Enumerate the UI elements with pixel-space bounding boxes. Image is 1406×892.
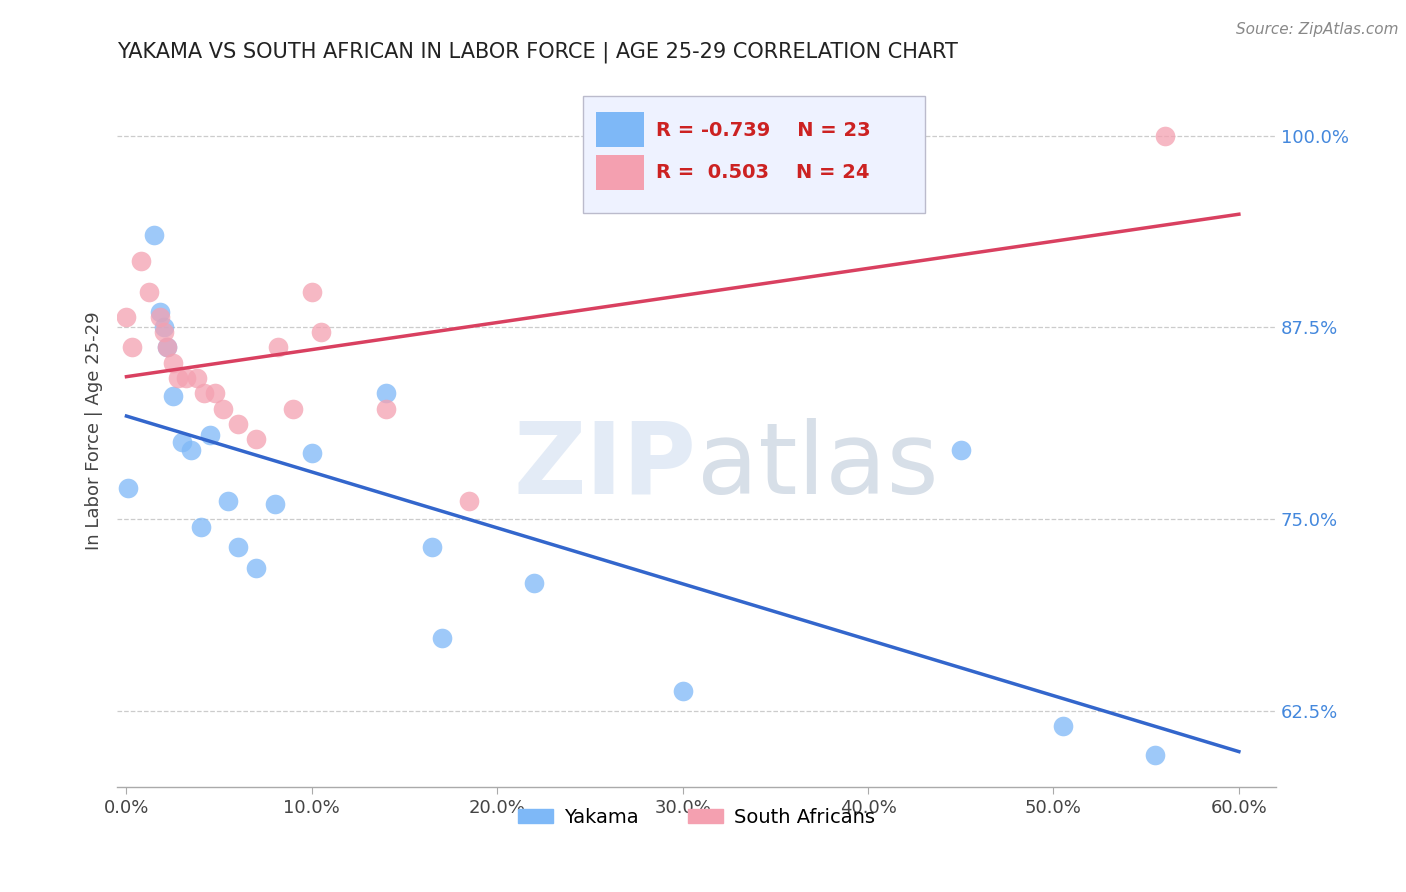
Point bbox=[174, 371, 197, 385]
Point bbox=[156, 340, 179, 354]
Point bbox=[1153, 128, 1175, 143]
Point bbox=[121, 340, 143, 354]
FancyBboxPatch shape bbox=[583, 95, 925, 213]
Y-axis label: In Labor Force | Age 25-29: In Labor Force | Age 25-29 bbox=[86, 311, 103, 550]
Point bbox=[138, 285, 160, 299]
Point bbox=[149, 310, 172, 324]
Point bbox=[301, 285, 323, 299]
Point bbox=[283, 401, 305, 416]
Point bbox=[245, 561, 267, 575]
Point bbox=[375, 401, 398, 416]
Point bbox=[523, 576, 546, 591]
Point bbox=[212, 401, 235, 416]
Point bbox=[458, 493, 481, 508]
Point bbox=[156, 340, 179, 354]
Point bbox=[193, 386, 215, 401]
Point bbox=[143, 228, 166, 243]
Point bbox=[301, 446, 323, 460]
Legend: Yakama, South Africans: Yakama, South Africans bbox=[510, 800, 883, 835]
Point bbox=[672, 683, 695, 698]
Point bbox=[190, 519, 212, 533]
Point bbox=[172, 435, 194, 450]
Point bbox=[162, 355, 184, 369]
Point bbox=[167, 371, 190, 385]
Point bbox=[152, 325, 174, 339]
Point bbox=[226, 540, 249, 554]
Point bbox=[949, 442, 972, 457]
Point bbox=[152, 320, 174, 334]
Text: Source: ZipAtlas.com: Source: ZipAtlas.com bbox=[1236, 22, 1399, 37]
Point bbox=[198, 427, 221, 442]
Point bbox=[267, 340, 290, 354]
Text: R = -0.739    N = 23: R = -0.739 N = 23 bbox=[657, 120, 870, 139]
Point bbox=[309, 325, 332, 339]
Point bbox=[162, 389, 184, 403]
Point bbox=[204, 386, 226, 401]
Point bbox=[180, 442, 202, 457]
Point bbox=[129, 254, 152, 268]
Point bbox=[422, 540, 444, 554]
Point bbox=[226, 417, 249, 431]
Text: atlas: atlas bbox=[696, 418, 938, 515]
Point bbox=[186, 371, 208, 385]
Point bbox=[1144, 747, 1167, 762]
Point bbox=[1052, 719, 1074, 733]
Point bbox=[375, 386, 398, 401]
Point bbox=[263, 497, 285, 511]
Text: YAKAMA VS SOUTH AFRICAN IN LABOR FORCE | AGE 25-29 CORRELATION CHART: YAKAMA VS SOUTH AFRICAN IN LABOR FORCE |… bbox=[117, 42, 957, 63]
Point bbox=[149, 305, 172, 319]
Point bbox=[117, 481, 139, 495]
FancyBboxPatch shape bbox=[596, 155, 644, 190]
Text: ZIP: ZIP bbox=[513, 418, 696, 515]
Point bbox=[115, 310, 138, 324]
Point bbox=[430, 632, 453, 646]
Text: R =  0.503    N = 24: R = 0.503 N = 24 bbox=[657, 163, 869, 182]
Point bbox=[217, 493, 239, 508]
Point bbox=[245, 432, 267, 446]
FancyBboxPatch shape bbox=[596, 112, 644, 147]
